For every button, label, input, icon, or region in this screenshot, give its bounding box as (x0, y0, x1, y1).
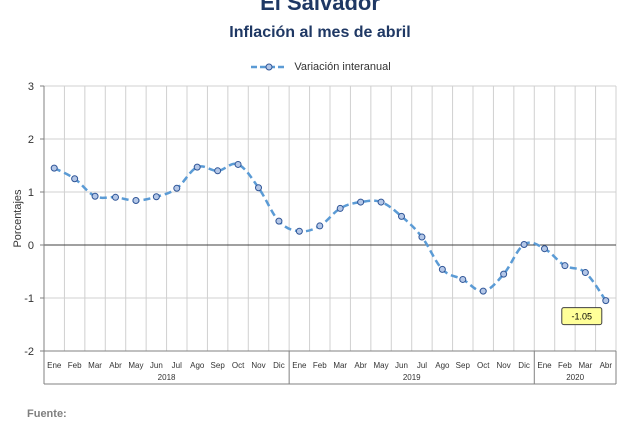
data-point (377, 198, 385, 206)
data-point (418, 233, 426, 241)
x-tick-label-month: Abr (354, 361, 367, 370)
x-tick-label-month: Mar (88, 361, 102, 370)
x-tick-label-month: Ene (537, 361, 552, 370)
x-tick-label-month: Jul (417, 361, 427, 370)
x-tick-label-month: Jul (172, 361, 182, 370)
y-axis-label: Porcentajes (12, 189, 24, 248)
data-point (214, 167, 222, 175)
legend: Variación interanual (0, 61, 640, 73)
x-tick-label-year: 2018 (158, 373, 176, 382)
series-variacion-interanual (50, 160, 610, 305)
x-tick-label-year: 2020 (566, 373, 584, 382)
data-point (520, 240, 528, 248)
data-point (459, 275, 467, 283)
x-tick-label-year: 2019 (403, 373, 421, 382)
legend-label: Variación interanual (294, 61, 391, 74)
data-point (193, 163, 201, 171)
x-tick-label-month: Feb (68, 361, 82, 370)
data-point (91, 192, 99, 200)
callout-box (561, 307, 603, 326)
x-tick-label-month: Sep (456, 361, 471, 370)
data-point (50, 164, 58, 172)
x-tick-label-month: Feb (313, 361, 327, 370)
x-tick-label-month: Nov (251, 361, 265, 370)
data-point (132, 196, 140, 204)
x-tick-label-month: Abr (600, 361, 613, 370)
x-tick-label-month: Abr (109, 361, 122, 370)
data-point (398, 212, 405, 220)
y-tick-label: 3 (28, 81, 34, 93)
x-tick-label-month: Ene (292, 361, 307, 370)
x-tick-label-month: Sep (211, 361, 226, 370)
y-tick-label: -1 (24, 293, 34, 305)
grid (43, 85, 617, 352)
chart-title: El Salvador (260, 0, 380, 15)
x-tick-label-month: Nov (497, 361, 511, 370)
x-tick-label-month: Ago (435, 361, 450, 370)
data-point (152, 193, 160, 201)
x-tick-label-month: Dic (518, 361, 530, 370)
data-point (500, 270, 508, 278)
data-point (479, 287, 487, 295)
source-label: Fuente: (27, 408, 67, 420)
x-tick-label-month: Oct (232, 361, 245, 370)
data-point (602, 297, 610, 305)
data-point (275, 217, 283, 225)
x-tick-label-month: Oct (477, 361, 490, 370)
data-label: -1.05 (572, 312, 593, 322)
data-point (295, 227, 303, 235)
y-tick-label: -2 (24, 346, 34, 358)
data-point (71, 175, 79, 183)
y-tick-label: 1 (28, 187, 34, 199)
chart-subtitle: Inflación al mes de abril (229, 24, 411, 41)
data-point (438, 265, 446, 273)
x-tick-label-month: May (374, 361, 389, 370)
data-point (173, 184, 181, 192)
data-point (112, 193, 119, 201)
x-tick-label-month: Jun (150, 361, 163, 370)
data-point (581, 269, 589, 277)
x-tick-label-month: Ene (47, 361, 62, 370)
axes: 3 2 1 0 -1 -2 Porcentajes Ene Feb Mar Abr May Jun Jul… (12, 81, 617, 385)
x-tick-label-month: Mar (333, 361, 347, 370)
x-tick-label-month: Mar (578, 361, 592, 370)
data-point (541, 245, 548, 253)
x-tick-label-month: Dic (273, 361, 285, 370)
data-point (234, 160, 242, 168)
data-point (357, 198, 365, 206)
y-tick-label: 0 (28, 240, 34, 252)
x-tick-label-month: Feb (558, 361, 572, 370)
data-point (561, 262, 569, 270)
data-callout: -1.05 (561, 307, 603, 326)
series-line (53, 162, 607, 302)
data-point (336, 204, 344, 212)
data-point (255, 184, 262, 192)
x-tick-label-month: May (128, 361, 143, 370)
data-point (316, 222, 324, 230)
legend-line-marker-icon (249, 61, 289, 73)
x-tick-label-month: Jun (395, 361, 408, 370)
y-tick-label: 2 (28, 134, 34, 146)
x-tick-label-month: Ago (190, 361, 205, 370)
